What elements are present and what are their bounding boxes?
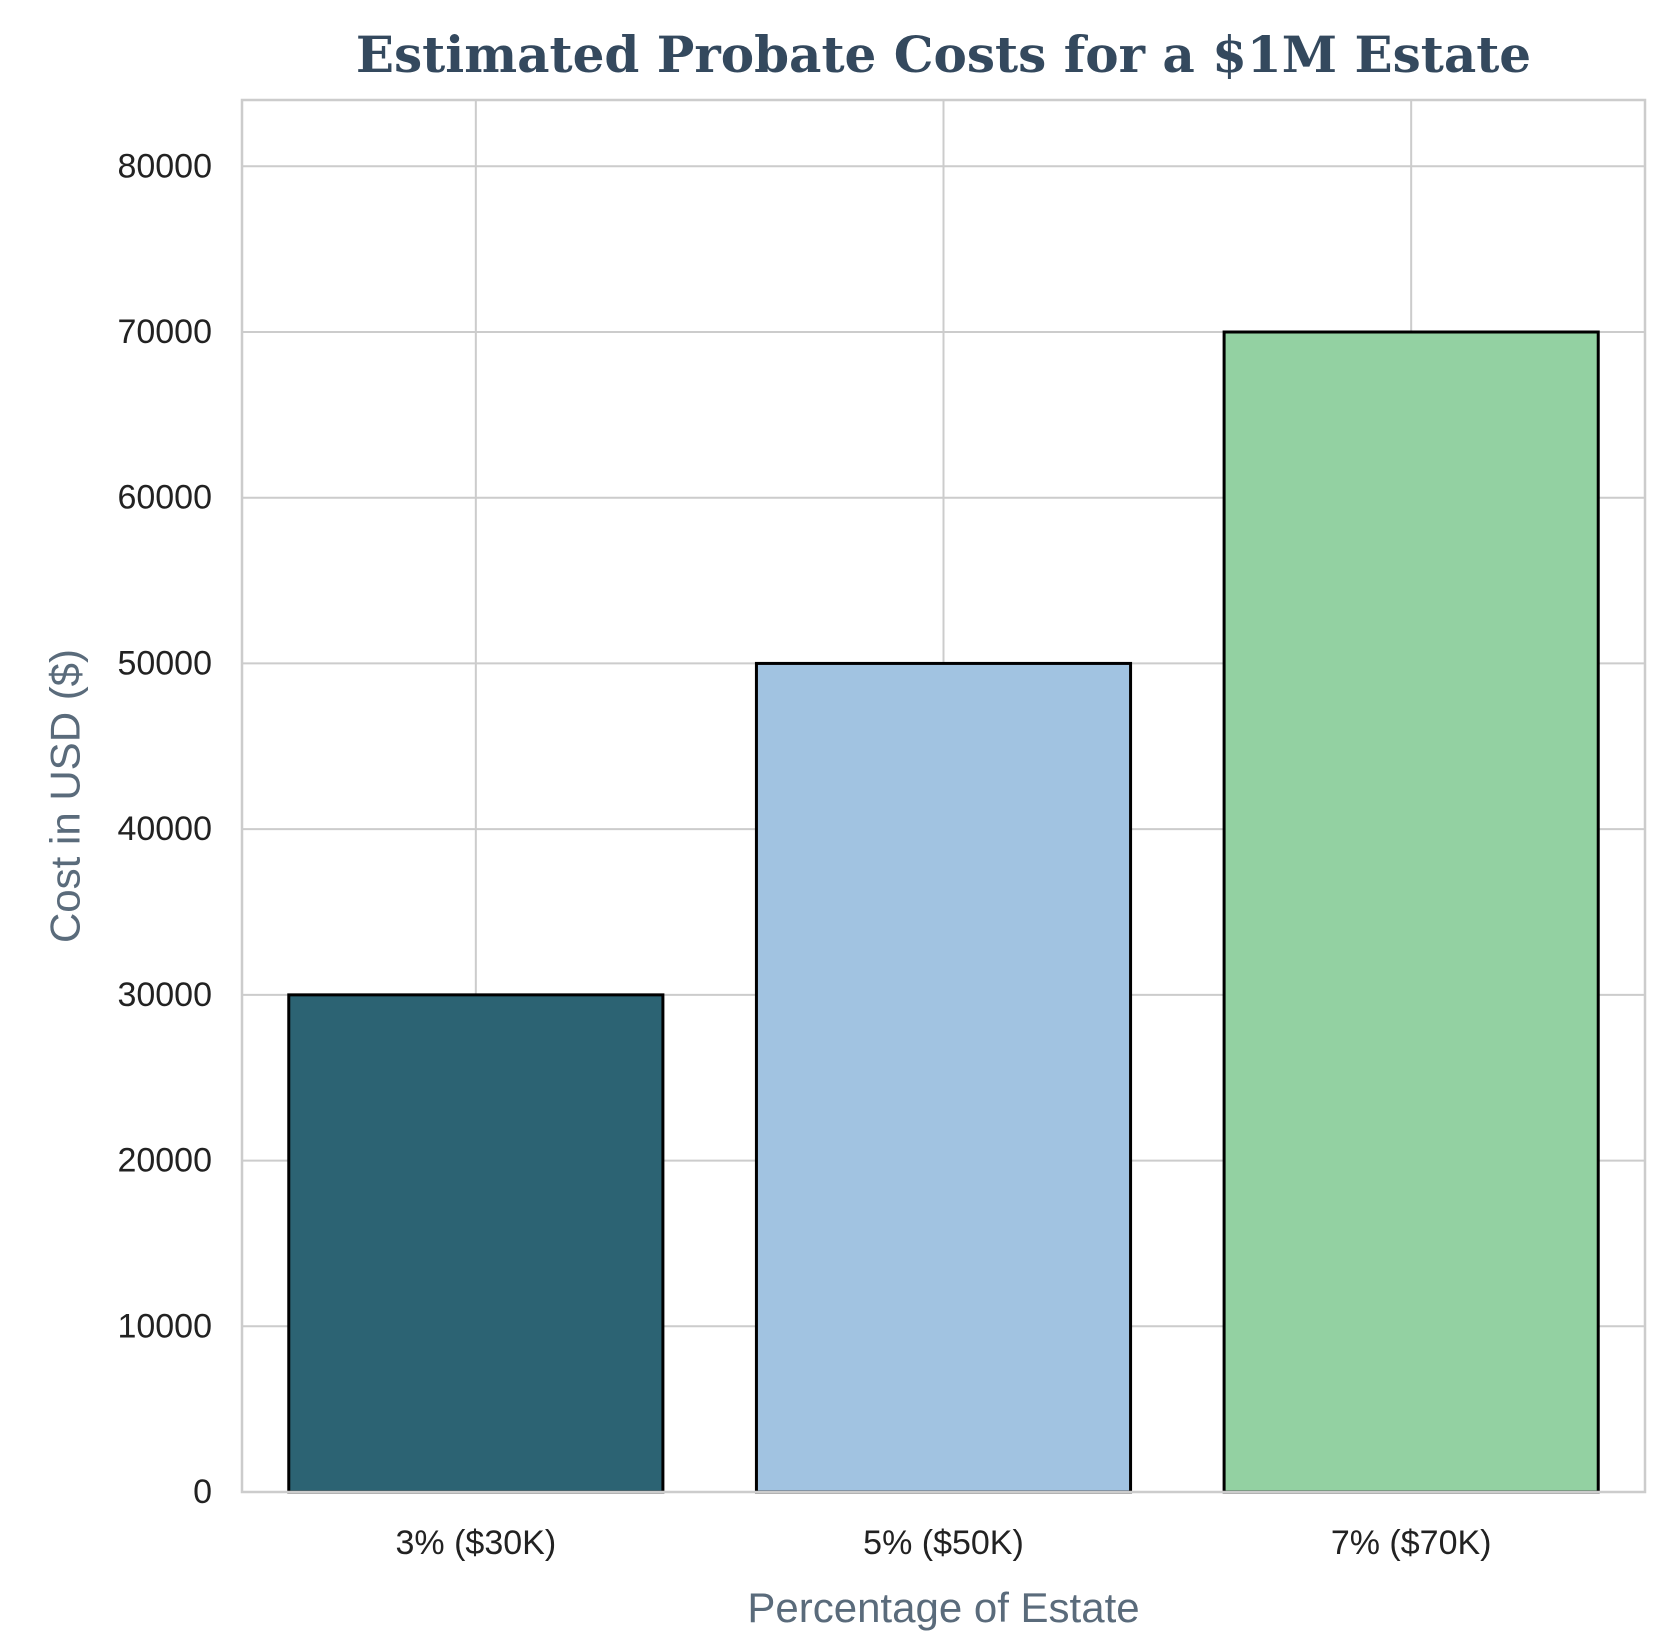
y-tick-label-5: 50000 — [117, 644, 212, 682]
y-tick-label-2: 20000 — [117, 1142, 212, 1180]
x-axis-ticks: 3% ($30K) 5% ($50K) 7% ($70K) — [396, 1524, 1492, 1562]
y-tick-label-6: 60000 — [117, 479, 212, 517]
bars — [287, 330, 1600, 1494]
bar-2 — [1222, 330, 1600, 1494]
y-axis-ticks: 0 10000 20000 30000 40000 50000 60000 70000 8000… — [117, 147, 212, 1511]
y-axis-label: Cost in USD ($) — [42, 649, 89, 943]
x-tick-label-0: 3% ($30K) — [396, 1524, 557, 1562]
y-tick-label-8: 80000 — [117, 147, 212, 185]
y-tick-label-4: 40000 — [117, 810, 212, 848]
y-tick-label-0: 0 — [193, 1473, 212, 1511]
y-tick-label-1: 10000 — [117, 1307, 212, 1345]
x-tick-label-2: 7% ($70K) — [1331, 1524, 1492, 1562]
plot-frame — [240, 98, 1647, 1494]
x-tick-label-1: 5% ($50K) — [863, 1524, 1024, 1562]
y-tick-label-3: 30000 — [117, 976, 212, 1014]
bar-0 — [287, 993, 665, 1494]
x-axis-label: Percentage of Estate — [747, 1584, 1139, 1631]
chart-title: Estimated Probate Costs for a $1M Estate — [356, 25, 1531, 84]
bar-1 — [754, 661, 1133, 1494]
y-tick-label-7: 70000 — [117, 313, 212, 351]
